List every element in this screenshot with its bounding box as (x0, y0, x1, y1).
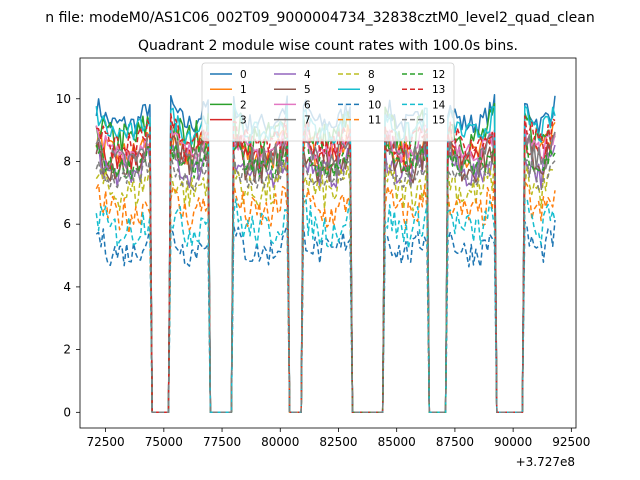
series-line-4 (95, 143, 556, 414)
legend-label-2: 2 (240, 99, 247, 111)
legend-label-9: 9 (368, 84, 375, 96)
y-tick-label: 2 (63, 343, 71, 357)
plot-frame (79, 57, 577, 429)
legend-label-1: 1 (240, 84, 247, 96)
x-tick-label: 75000 (145, 435, 183, 449)
series-line-13 (96, 113, 556, 414)
series-line-11 (95, 178, 556, 414)
legend-box (201, 62, 455, 142)
legend-label-4: 4 (304, 69, 311, 81)
y-tick-label: 0 (63, 405, 71, 419)
series-line-7 (95, 129, 556, 414)
legend-label-3: 3 (240, 115, 247, 127)
series-line-5 (95, 129, 556, 414)
series-line-8 (95, 156, 556, 414)
legend-label-13: 13 (432, 84, 445, 96)
legend-label-10: 10 (368, 99, 381, 111)
x-offset-label: +3.727e8 (516, 455, 575, 469)
y-tick-label: 6 (63, 217, 71, 231)
y-tick-label: 8 (63, 154, 71, 168)
legend-label-14: 14 (432, 99, 446, 111)
legend-label-0: 0 (240, 69, 247, 81)
legend-label-12: 12 (432, 69, 445, 81)
x-tick-label: 72500 (87, 435, 125, 449)
x-tick-label: 92500 (552, 435, 590, 449)
y-tick-label: 10 (56, 92, 71, 106)
legend-label-11: 11 (368, 115, 381, 127)
x-tick-label: 82500 (319, 435, 357, 449)
x-tick-label: 80000 (261, 435, 299, 449)
legend-label-15: 15 (432, 115, 445, 127)
figure-suptitle: n file: modeM0/AS1C06_002T09_9000004734_… (45, 10, 594, 26)
series-line-14 (95, 194, 556, 414)
x-tick-label: 90000 (494, 435, 532, 449)
y-tick-label: 4 (63, 280, 71, 294)
legend-label-7: 7 (304, 115, 311, 127)
x-tick-label: 87500 (436, 435, 474, 449)
series-line-15 (95, 151, 556, 414)
axis-layer: 72500 75000 77500 80000 82500 85000 87500 90000… (56, 92, 591, 449)
legend-label-8: 8 (368, 69, 375, 81)
legend-label-5: 5 (304, 84, 311, 96)
x-tick-label: 77500 (203, 435, 241, 449)
series-line-12 (95, 140, 556, 414)
legend-label-6: 6 (304, 99, 311, 111)
chart-title: Quadrant 2 module wise count rates with … (138, 38, 518, 54)
x-tick-label: 85000 (378, 435, 416, 449)
